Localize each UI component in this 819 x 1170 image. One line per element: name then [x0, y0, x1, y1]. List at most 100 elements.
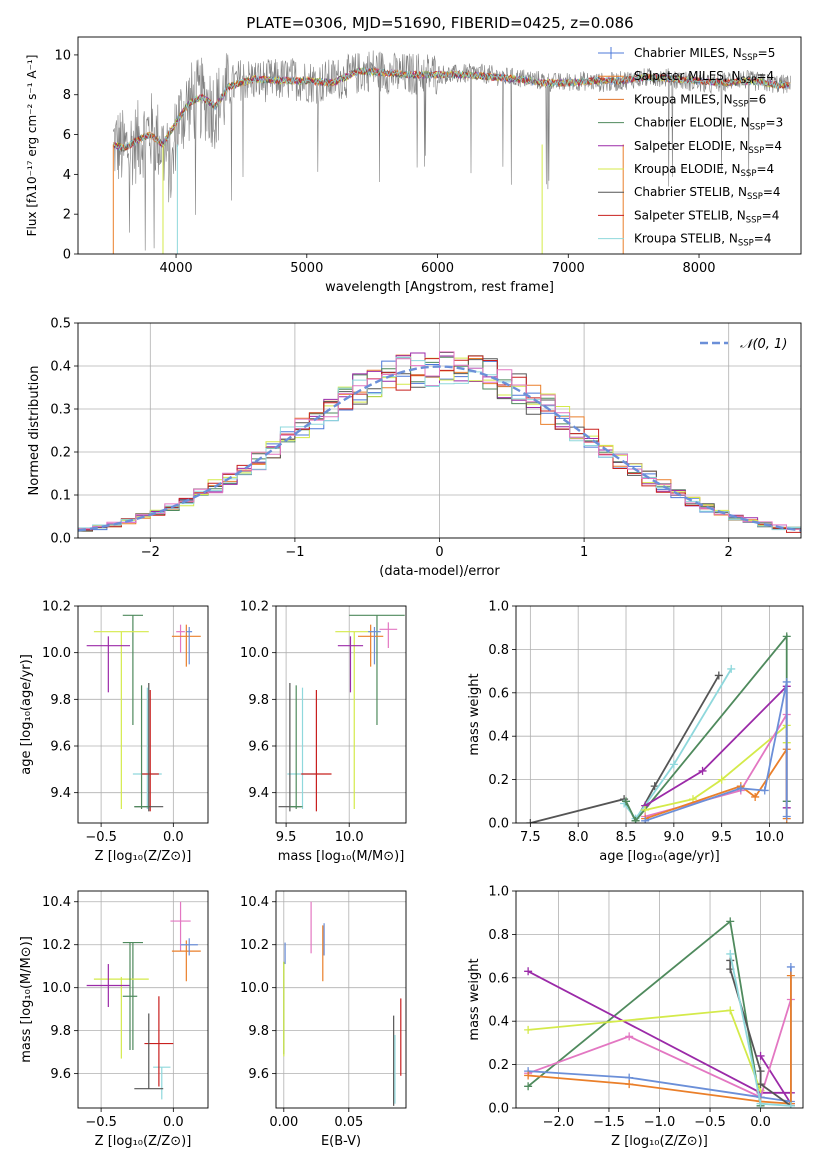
y-tick-label: 0	[63, 248, 71, 263]
x-tick-label: 0.0	[163, 830, 184, 845]
errorbar-point	[134, 683, 164, 812]
x-tick-label: −0.5	[85, 1115, 117, 1130]
errorbar-point	[337, 636, 364, 693]
legend-entry: Kroupa MILES, NSSP=6	[634, 92, 766, 109]
legend-entry: Salpeter MILES, NSSP=4	[634, 69, 774, 86]
plot-area	[516, 606, 803, 823]
weight-marker	[625, 1080, 634, 1089]
y-tick-label: 10.2	[240, 600, 269, 615]
legend-entry: Salpeter STELIB, NSSP=4	[634, 208, 779, 225]
panel-mass-vs-Z: −0.5 0.0 9.6 9.8 10.0 10.2 10.4 Z [log₁₀(Z/Z⊙)]…	[19, 890, 209, 1149]
legend-entry: 𝒩(0, 1)	[740, 337, 787, 352]
errorbar-point	[153, 1066, 171, 1100]
weight-marker	[641, 816, 650, 823]
y-axis-label: mass [log₁₀(M/M⊙)]	[19, 936, 34, 1063]
errorbar-point	[287, 687, 318, 809]
errorbar-point	[171, 940, 201, 982]
y-tick-label: 9.4	[50, 786, 71, 801]
errorbar-point	[289, 685, 303, 809]
x-tick-label: 8.5	[616, 830, 637, 845]
errorbar-point	[176, 624, 185, 653]
errorbar-point	[170, 901, 191, 952]
y-tick-label: 0.5	[50, 317, 71, 332]
y-tick-label: 0.8	[488, 643, 509, 658]
x-axis-label: mass [log₁₀(M/M⊙)]	[278, 849, 405, 864]
x-tick-label: 0.05	[334, 1115, 363, 1130]
x-tick-label: 0.0	[750, 1115, 771, 1130]
y-tick-label: 10.2	[42, 600, 71, 615]
weight-marker	[524, 1082, 533, 1091]
y-tick-label: 9.8	[50, 693, 71, 708]
plot-area	[516, 891, 803, 1108]
panel-residuals: −2 −1 0 1 2 0.0 0.1 0.2 0.3 0.4 0.5 (data-model)/er…	[27, 317, 802, 579]
y-tick-label: 10.0	[240, 981, 269, 996]
errorbar-point	[122, 614, 143, 725]
plot-area	[276, 891, 406, 1108]
x-axis-label: Z [log₁₀(Z/Z⊙)]	[95, 849, 192, 864]
y-tick-label: 0.0	[488, 817, 509, 832]
x-tick-label: 10.0	[755, 830, 784, 845]
plot-area	[78, 323, 801, 538]
y-tick-label: 0.2	[488, 773, 509, 788]
weight-marker	[726, 1006, 735, 1015]
errorbar-point	[93, 631, 149, 809]
weight-marker	[625, 1032, 634, 1041]
x-tick-label: 6000	[421, 261, 454, 276]
weight-marker	[782, 632, 791, 641]
legend-entry: Salpeter ELODIE, NSSP=4	[634, 139, 782, 156]
errorbar-point	[186, 627, 193, 665]
y-tick-label: 10.2	[42, 938, 71, 953]
errorbar-point	[122, 942, 138, 1050]
weight-series-line	[527, 999, 792, 1099]
legend-entry: Chabrier MILES, NSSP=5	[634, 46, 775, 63]
weight-marker	[524, 967, 533, 976]
weight-marker	[726, 917, 735, 926]
y-axis-label: mass weight	[467, 958, 482, 1040]
errorbar-point	[278, 683, 302, 812]
x-tick-label: 9.5	[711, 830, 732, 845]
weight-marker	[736, 784, 745, 793]
y-tick-label: 0.2	[50, 446, 71, 461]
y-tick-label: 0.4	[488, 1015, 509, 1030]
x-tick-label: 8000	[682, 261, 715, 276]
y-tick-label: 9.6	[50, 740, 71, 755]
weight-marker	[756, 1067, 765, 1076]
weight-marker	[524, 1071, 533, 1080]
weight-marker	[786, 962, 795, 971]
y-tick-label: 10.0	[42, 981, 71, 996]
y-tick-label: 1.0	[488, 885, 509, 900]
weight-marker	[782, 677, 791, 686]
x-tick-label: 9.0	[664, 830, 685, 845]
errorbar-point	[132, 687, 162, 809]
x-axis-label: (data-model)/error	[379, 564, 500, 579]
weight-marker	[726, 949, 735, 958]
panel-age-vs-Z: −0.5 0.0 9.4 9.6 9.8 10.0 10.2 Z [log₁₀(Z/Z⊙)] a…	[19, 600, 209, 864]
weight-marker	[786, 971, 795, 980]
axes-frame	[77, 605, 209, 824]
x-axis-label: wavelength [Angstrom, rest frame]	[325, 280, 554, 295]
gaussian-curve	[78, 365, 801, 532]
errorbar-point	[368, 627, 381, 665]
y-tick-label: 0.0	[488, 1102, 509, 1117]
y-tick-label: 10.4	[42, 895, 71, 910]
y-tick-label: 0.2	[488, 1058, 509, 1073]
x-tick-label: −0.5	[85, 830, 117, 845]
spectrum-model-line	[112, 66, 791, 152]
x-tick-label: −1	[285, 545, 304, 560]
weight-marker	[756, 1051, 765, 1060]
weight-marker	[526, 819, 535, 823]
residuals-legend: 𝒩(0, 1)	[700, 337, 787, 352]
weight-marker	[714, 671, 723, 680]
y-axis-label: Flux [fλ10⁻¹⁷ erg cm⁻² s⁻¹ A⁻¹]	[25, 55, 39, 237]
weight-marker	[698, 766, 707, 775]
y-tick-label: 9.6	[248, 1067, 269, 1082]
x-tick-label: 0	[435, 545, 443, 560]
x-tick-label: 9.5	[276, 830, 297, 845]
y-tick-label: 0.0	[50, 532, 71, 547]
weight-marker	[756, 1080, 765, 1089]
legend-entry: Kroupa STELIB, NSSP=4	[634, 232, 772, 249]
errorbar-point	[335, 631, 374, 809]
panel-spectrum: 4000 5000 6000 7000 8000 0 2 4 6 8 10 wavelength [A…	[25, 36, 802, 295]
y-tick-label: 10.4	[240, 895, 269, 910]
